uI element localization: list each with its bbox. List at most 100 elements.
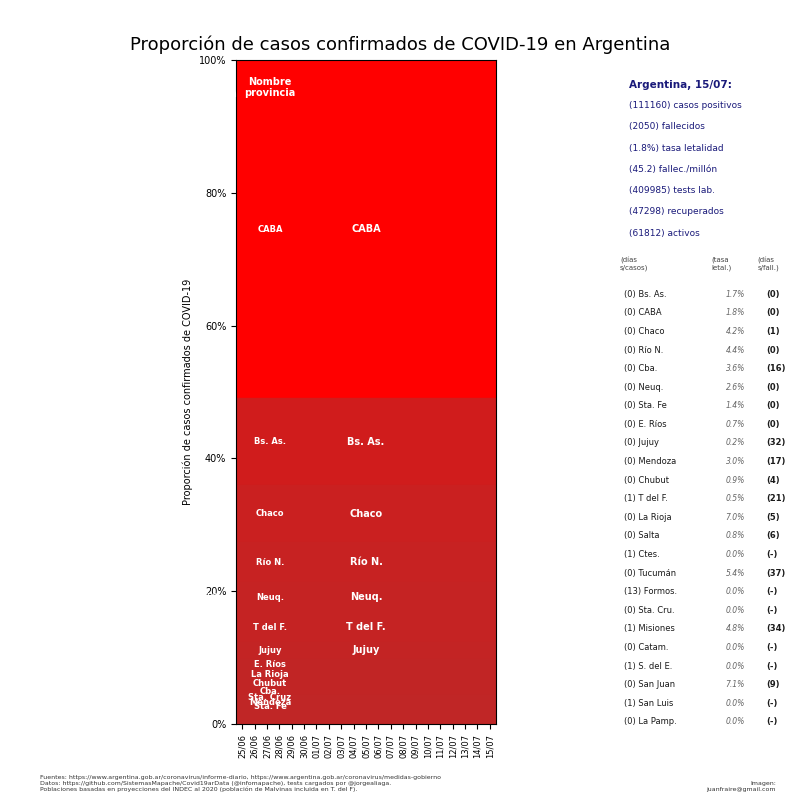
Text: T del F.: T del F.: [346, 622, 386, 632]
Text: (6): (6): [766, 531, 780, 541]
Text: (0): (0): [766, 402, 779, 410]
Text: Chubut: Chubut: [253, 679, 287, 688]
Text: (37): (37): [766, 569, 786, 578]
Text: Río N.: Río N.: [350, 558, 382, 567]
Bar: [236, 582, 496, 612]
Text: (0) Chaco: (0) Chaco: [623, 327, 664, 336]
Bar: [236, 695, 496, 700]
Text: (9): (9): [766, 680, 779, 689]
Text: (-): (-): [766, 718, 778, 726]
Text: (0) E. Ríos: (0) E. Ríos: [623, 420, 666, 429]
Bar: [236, 485, 496, 542]
Text: (tasa
letal.): (tasa letal.): [711, 257, 732, 270]
Text: Nombre
provincia: Nombre provincia: [244, 77, 296, 98]
Text: 1.4%: 1.4%: [726, 402, 745, 410]
Text: 2.7%: 2.7%: [197, 509, 222, 518]
Text: 0.8%: 0.8%: [726, 531, 745, 541]
Text: La Rioja: La Rioja: [251, 670, 289, 679]
Text: (409985) tests lab.: (409985) tests lab.: [629, 186, 715, 195]
Text: CABA: CABA: [258, 225, 282, 234]
Text: Bs. As.: Bs. As.: [254, 437, 286, 446]
Text: (0) CABA: (0) CABA: [623, 308, 661, 318]
Text: (61812) activos: (61812) activos: [629, 229, 699, 238]
Text: (0) Salta: (0) Salta: [623, 531, 659, 541]
Text: (0): (0): [766, 346, 779, 354]
Text: Neuq.: Neuq.: [256, 593, 284, 602]
Text: (21): (21): [766, 494, 786, 503]
Text: (5): (5): [766, 513, 780, 522]
Text: 3.6%: 3.6%: [726, 364, 745, 373]
Text: Chaco: Chaco: [256, 509, 284, 518]
Text: 4.8%: 4.8%: [726, 625, 745, 634]
Text: 6.8%: 6.8%: [197, 225, 222, 234]
Text: 0.0%: 0.0%: [726, 662, 745, 670]
Text: (0) Tucumán: (0) Tucumán: [623, 569, 676, 578]
Text: 4.4%: 4.4%: [726, 346, 745, 354]
Y-axis label: Proporción de casos confirmados de COVID-19: Proporción de casos confirmados de COVID…: [182, 279, 194, 505]
Text: Río N.: Río N.: [256, 558, 284, 566]
Text: 0.0%: 0.0%: [726, 718, 745, 726]
Text: (0) Chubut: (0) Chubut: [623, 476, 669, 485]
Text: 0.9%: 0.9%: [197, 670, 222, 679]
Text: 3.0%: 3.0%: [726, 457, 745, 466]
Text: (2050) fallecidos: (2050) fallecidos: [629, 122, 705, 131]
Text: Neuq.: Neuq.: [350, 592, 382, 602]
Text: 1.4%: 1.4%: [197, 679, 222, 688]
Bar: [236, 670, 496, 679]
Bar: [236, 712, 496, 714]
Text: 0.7%: 0.7%: [726, 420, 745, 429]
Text: Chaco: Chaco: [350, 509, 382, 518]
Text: (1) S. del E.: (1) S. del E.: [623, 662, 672, 670]
Text: (1) San Luis: (1) San Luis: [623, 698, 673, 708]
Text: (-): (-): [766, 550, 778, 559]
Text: (-): (-): [766, 606, 778, 615]
Text: (0): (0): [766, 420, 779, 429]
Text: (0) Sta. Cru.: (0) Sta. Cru.: [623, 606, 674, 615]
Bar: [236, 542, 496, 582]
Text: (45.2) fallec./millón: (45.2) fallec./millón: [629, 165, 717, 174]
Bar: [236, 719, 496, 721]
Bar: [236, 679, 496, 688]
Text: (1) T del F.: (1) T del F.: [623, 494, 667, 503]
Text: Bs. As.: Bs. As.: [347, 437, 385, 446]
Text: 1.6%: 1.6%: [197, 558, 222, 566]
Text: 1.7%: 1.7%: [726, 290, 745, 298]
Text: 0.9%: 0.9%: [726, 476, 745, 485]
Text: 0.0%: 0.0%: [726, 643, 745, 652]
Text: 1.5%: 1.5%: [197, 593, 222, 602]
Bar: [236, 688, 496, 695]
Bar: [236, 721, 496, 722]
Text: (0) Catam.: (0) Catam.: [623, 643, 668, 652]
Text: (-): (-): [766, 643, 778, 652]
Text: 0.0%: 0.0%: [726, 550, 745, 559]
Bar: [236, 704, 496, 709]
Text: Dupl.
en días: Dupl. en días: [138, 77, 178, 98]
Text: Sta. Cruz: Sta. Cruz: [249, 693, 291, 702]
Text: Fuentes: https://www.argentina.gob.ar/coronavirus/informe-diario, https://www.ar: Fuentes: https://www.argentina.gob.ar/co…: [40, 774, 441, 792]
Bar: [236, 398, 496, 485]
Text: (días
s/casos): (días s/casos): [620, 257, 648, 271]
Text: 0.0%: 0.0%: [726, 587, 745, 596]
Text: Imagen:
juanfraire@gmail.com: Imagen: juanfraire@gmail.com: [706, 781, 776, 792]
Text: 3.1%: 3.1%: [197, 660, 222, 669]
Text: Jujuy: Jujuy: [258, 646, 282, 655]
Text: (1) Misiones: (1) Misiones: [623, 625, 674, 634]
Bar: [236, 714, 496, 717]
Text: (0): (0): [766, 382, 779, 392]
Bar: [236, 717, 496, 719]
Text: (111160) casos positivos: (111160) casos positivos: [629, 101, 742, 110]
Bar: [236, 612, 496, 642]
Text: (1): (1): [766, 327, 780, 336]
Text: (13) Formos.: (13) Formos.: [623, 587, 677, 596]
Text: CABA: CABA: [351, 224, 381, 234]
Text: Argentina, 15/07:: Argentina, 15/07:: [629, 80, 732, 90]
Bar: [236, 709, 496, 712]
Text: (-): (-): [766, 662, 778, 670]
Text: Cba.: Cba.: [259, 687, 281, 696]
Text: 7.0%: 7.0%: [726, 513, 745, 522]
Text: (32): (32): [766, 438, 786, 447]
Text: (0) La Rioja: (0) La Rioja: [623, 513, 671, 522]
Bar: [236, 700, 496, 704]
Text: (34): (34): [766, 625, 786, 634]
Text: (47298) recuperados: (47298) recuperados: [629, 207, 723, 217]
